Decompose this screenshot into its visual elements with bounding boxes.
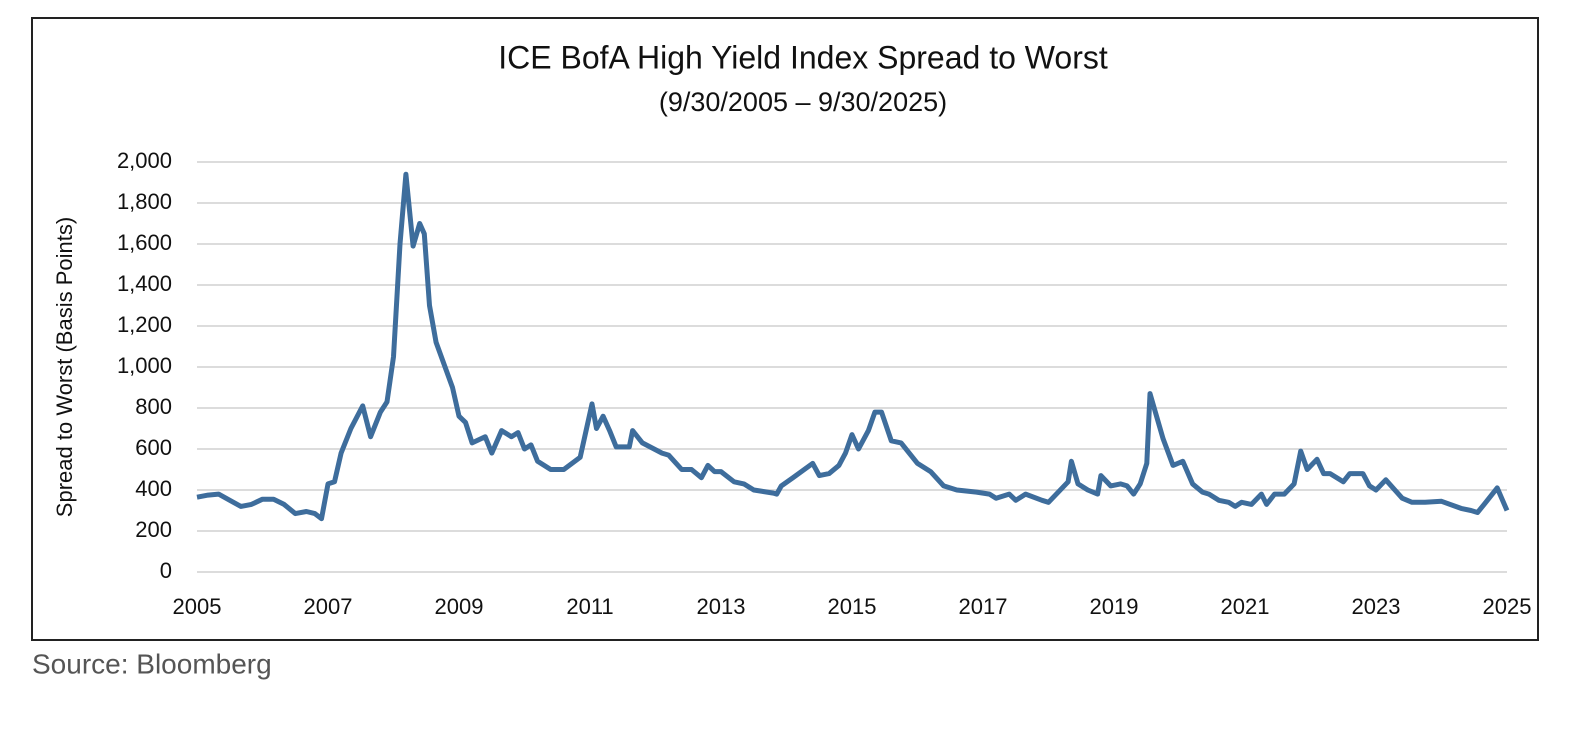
y-tick-label: 200	[135, 517, 172, 542]
source-note: Source: Bloomberg	[32, 648, 272, 679]
chart-subtitle: (9/30/2005 – 9/30/2025)	[659, 87, 947, 117]
x-tick-label: 2013	[697, 594, 746, 619]
chart-title: ICE BofA High Yield Index Spread to Wors…	[498, 39, 1108, 75]
chart-frame	[31, 17, 1539, 641]
x-tick-label: 2007	[304, 594, 353, 619]
y-tick-label: 1,600	[117, 230, 172, 255]
x-tick-label: 2009	[435, 594, 484, 619]
x-tick-label: 2011	[566, 594, 613, 619]
x-tick-label: 2023	[1352, 594, 1401, 619]
data-line	[196, 171, 1510, 522]
y-tick-label: 1,000	[117, 353, 172, 378]
y-tick-label: 400	[135, 476, 172, 501]
x-tick-label: 2021	[1221, 594, 1270, 619]
x-tick-label: 2015	[828, 594, 877, 619]
y-tick-label: 600	[135, 435, 172, 460]
y-tick-label: 2,000	[117, 148, 172, 173]
x-tick-label: 2017	[959, 594, 1008, 619]
y-tick-label: 800	[135, 394, 172, 419]
y-tick-label: 0	[160, 558, 172, 583]
y-tick-label: 1,800	[117, 189, 172, 214]
y-tick-label: 1,200	[117, 312, 172, 337]
x-tick-label: 2025	[1483, 594, 1532, 619]
x-tick-label: 2005	[173, 594, 222, 619]
y-axis-label: Spread to Worst (Basis Points)	[52, 217, 77, 517]
y-tick-label: 1,400	[117, 271, 172, 296]
x-tick-label: 2019	[1090, 594, 1139, 619]
